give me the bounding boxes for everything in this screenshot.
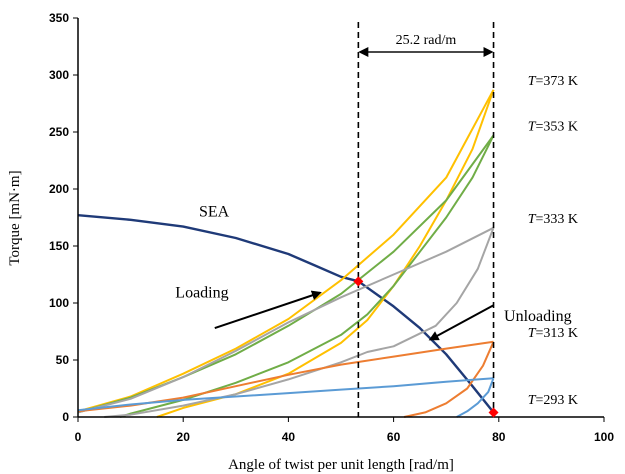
temperature-label: T=353 K	[528, 119, 578, 134]
series-t-333-k-loading-line	[77, 226, 494, 414]
series-t-353-k-loading-line	[77, 134, 495, 414]
annotations: 25.2 rad/m Loading Unloading SEA T=373 K T=35…	[175, 22, 578, 418]
loading-label: Loading	[175, 284, 228, 301]
temperature-label: T=293 K	[528, 393, 578, 408]
y-tick-label: 200	[49, 182, 69, 196]
y-axis-title: Torque [mN·m]	[7, 170, 23, 265]
y-tick-label: 0	[62, 410, 69, 424]
series-t-293-k-loading-line	[77, 377, 494, 412]
x-axis-title: Angle of twist per unit length [rad/m]	[228, 457, 454, 473]
unloading-label: Unloading	[504, 308, 572, 325]
series-t-353-k-unloading-line	[119, 134, 495, 418]
y-tick-label: 50	[56, 353, 70, 367]
intersection-marker	[488, 407, 499, 418]
series-t-373-k-loading-line	[77, 89, 495, 413]
x-tick-label: 40	[282, 430, 296, 444]
series-t-313-k-loading-line	[77, 340, 494, 413]
span-label: 25.2 rad/m	[396, 33, 457, 48]
series-sea-line	[77, 214, 495, 414]
x-tick-label: 100	[594, 430, 614, 444]
series-t-293-k-unloading-line	[456, 377, 495, 418]
unloading-arrow	[428, 304, 495, 341]
y-tick-label: 150	[49, 239, 69, 253]
loading-arrow	[214, 290, 322, 330]
temperature-label: T=373 K	[528, 74, 578, 89]
plot-curves	[77, 89, 495, 418]
axes	[77, 18, 604, 418]
x-tick-labels: 0 20 40 60 80 100	[75, 417, 614, 444]
y-tick-label: 100	[49, 296, 69, 310]
x-tick-label: 0	[75, 430, 82, 444]
x-tick-label: 80	[492, 430, 506, 444]
x-tick-label: 20	[177, 430, 191, 444]
series-t-313-k-unloading-line	[403, 341, 495, 418]
y-tick-label: 250	[49, 125, 69, 139]
x-tick-label: 60	[387, 430, 401, 444]
series-t-333-k-unloading-line	[104, 227, 495, 418]
y-tick-label: 350	[49, 11, 69, 25]
temperature-label: T=313 K	[528, 326, 578, 341]
y-tick-label: 300	[49, 68, 69, 82]
y-tick-labels: 0 50 100 150 200 250 300 350	[49, 11, 78, 424]
sea-label: SEA	[199, 203, 230, 220]
intersection-marker	[353, 276, 364, 287]
temperature-label: T=333 K	[528, 212, 578, 227]
